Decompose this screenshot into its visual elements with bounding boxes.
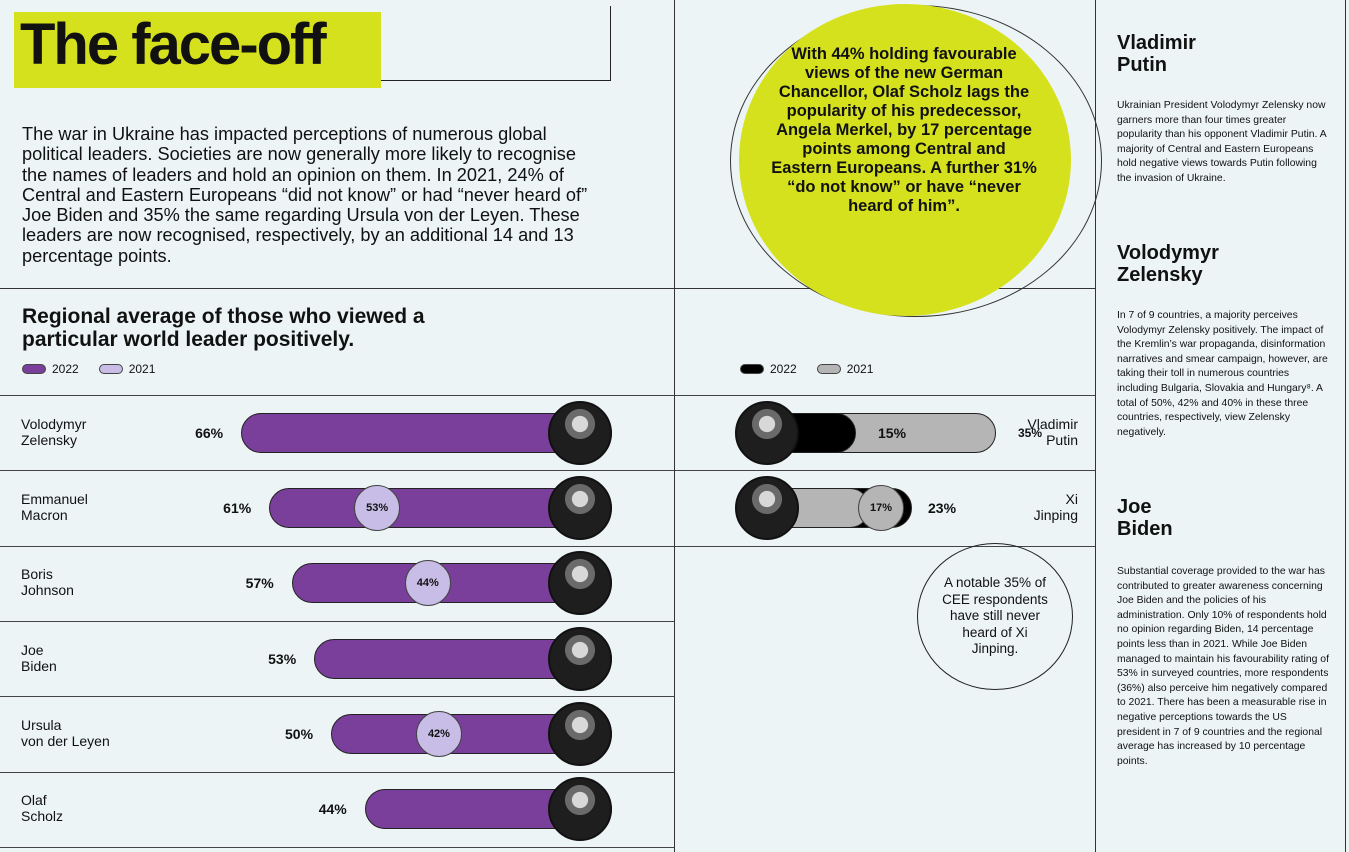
row-divider [675,470,1095,471]
sidebar-heading-line: Vladimir [1117,32,1196,54]
leader-name-line: Boris [21,566,53,583]
legend-label-right-2022: 2022 [770,362,797,376]
row-divider [0,847,674,848]
row-divider [0,395,674,396]
divider-center [674,0,675,852]
leader-portrait [548,400,612,465]
callout-text: With 44% holding favourable views of the… [771,45,1037,215]
title-highlight [14,12,381,88]
legend-swatch-right-2022 [740,364,764,374]
legend-left: 2022 2021 [22,362,155,376]
legend-swatch-right-2021 [816,364,841,374]
sidebar-text-biden: Substantial coverage provided to the war… [1117,566,1329,767]
leader-name-line: Vladimir [1027,415,1078,432]
value-label-2022: 23% [928,499,957,516]
bubble-2021: 42% [415,710,462,757]
divider-right [1095,0,1096,852]
sidebar-heading-biden: Joe Biden [1117,496,1173,540]
row-divider [0,546,674,547]
value-label-2022: 44% [318,801,347,818]
leader-name-line: Zelensky [21,431,78,448]
row-divider [675,546,1095,547]
sidebar-heading-line: Putin [1117,54,1167,76]
leader-name-line: Ursula [21,716,62,733]
row-divider [0,470,674,471]
sidebar-heading-zelensky: Volodymyr Zelensky [1117,242,1219,286]
sidebar-heading-line: Biden [1117,518,1173,540]
sidebar-heading-line: Joe [1117,496,1152,518]
row-divider [0,772,674,773]
leader-name-line: von der Leyen [21,732,110,749]
xi-note-circle: A notable 35% of CEE respondents have st… [917,543,1073,690]
legend-swatch-2022 [22,364,46,374]
divider-chart-top [0,288,1095,289]
legend-label-right-2021: 2021 [846,362,874,376]
leader-portrait [548,701,612,766]
sidebar-heading-putin: Vladimir Putin [1117,32,1196,76]
sidebar-heading-line: Zelensky [1117,264,1203,286]
sidebar-text-putin: Ukrainian President Volodymyr Zelensky n… [1117,100,1327,184]
leader-portrait [548,626,612,691]
leader-name-line: Xi [1065,490,1078,507]
value-label-2022: 57% [245,575,274,592]
value-label-2022: 15% [878,424,907,441]
bubble-2021: 44% [404,560,451,607]
leader-name-line: Volodymyr [21,415,87,432]
legend-right: 2022 2021 [740,362,873,376]
page-title: The face-off [20,12,327,77]
row-divider [0,696,674,697]
leader-name-line: Johnson [21,582,74,599]
legend-label-2021: 2021 [128,362,156,376]
leader-name-line: Putin [1046,431,1078,448]
bubble-2021: 17% [858,484,904,531]
leader-portrait [548,777,612,842]
legend-swatch-2021 [98,364,123,374]
leader-name-line: Biden [21,657,57,674]
value-label-2022: 53% [268,650,297,667]
page-edge-right [1345,0,1346,852]
callout-circle [739,4,1071,316]
bubble-2021: 53% [354,484,401,531]
leader-name-line: Olaf [21,792,47,809]
legend-label-2022: 2022 [52,362,79,376]
intro-paragraph: The war in Ukraine has impacted percepti… [22,124,588,266]
value-label-2022: 50% [285,725,314,742]
leader-name-line: Joe [21,641,44,658]
leader-portrait [548,475,612,540]
leader-name-line: Scholz [21,808,64,825]
leader-name-line: Jinping [1033,506,1078,523]
leader-name-line: Macron [21,506,68,523]
chart-title: Regional average of those who viewed a p… [22,305,425,351]
leader-name-line: Emmanuel [21,490,88,507]
leader-portrait [735,400,799,465]
sidebar-text-zelensky: In 7 of 9 countries, a majority perceive… [1117,310,1328,438]
row-divider [675,395,1095,396]
leader-portrait [548,551,612,616]
row-divider [0,621,674,622]
value-label-2022: 61% [223,499,252,516]
value-label-2021: 35% [1018,425,1043,440]
sidebar-heading-line: Volodymyr [1117,242,1219,264]
value-label-2022: 66% [195,424,224,441]
leader-portrait [735,475,799,540]
